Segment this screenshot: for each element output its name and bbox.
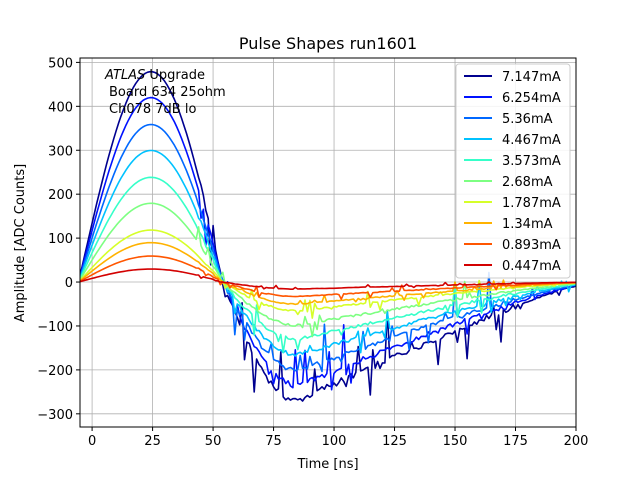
x-axis-ticks: 0 25 50 75 100 125 150 175 200: [88, 427, 588, 449]
y-tick-label: 400: [48, 100, 73, 115]
series-line: [80, 268, 576, 290]
x-tick-label: 175: [503, 434, 528, 449]
x-tick-label: 200: [564, 434, 589, 449]
legend-label: 3.573mA: [502, 154, 561, 169]
legend-entry: 3.573mA: [464, 154, 561, 169]
legend-label: 1.787mA: [502, 196, 561, 211]
legend-entry: 0.893mA: [464, 238, 561, 253]
annotation-line-3: Ch078 7dB lo: [109, 102, 196, 117]
legend-label: 7.147mA: [502, 70, 561, 85]
x-tick-label: 50: [205, 434, 222, 449]
x-tick-label: 75: [265, 434, 282, 449]
legend-entry: 0.447mA: [464, 259, 561, 274]
legend-label: 2.68mA: [502, 175, 553, 190]
y-tick-label: 0: [65, 276, 73, 291]
legend-label: 1.34mA: [502, 217, 553, 232]
y-tick-label: 500: [48, 56, 73, 71]
series-line: [80, 123, 576, 373]
y-axis-label: Amplitude [ADC Counts]: [13, 164, 28, 322]
legend-entry: 1.787mA: [464, 196, 561, 211]
legend-label: 0.447mA: [502, 259, 561, 274]
x-tick-label: 0: [88, 434, 96, 449]
x-tick-label: 100: [322, 434, 347, 449]
legend-entry: 4.467mA: [464, 133, 561, 148]
series-line: [80, 255, 576, 300]
legend-label: 6.254mA: [502, 91, 561, 106]
legend: 7.147mA 6.254mA 5.36mA 4.467mA 3.573mA 2.68mA…: [455, 63, 571, 279]
y-tick-label: 200: [48, 188, 73, 203]
y-tick-label: 300: [48, 144, 73, 159]
annotation-upgrade: Upgrade: [145, 68, 205, 83]
series-line: [80, 96, 576, 391]
y-axis-ticks: −300 −200 −100 0 100 200 300 400 500: [37, 56, 80, 423]
annotation-line-1: ATLAS Upgrade: [104, 68, 205, 83]
legend-entry: 6.254mA: [464, 91, 561, 106]
annotation-line-2: Board 634 25ohm: [109, 85, 226, 100]
x-tick-label: 150: [443, 434, 468, 449]
y-tick-label: 100: [48, 232, 73, 247]
series-line: [80, 176, 576, 353]
annotation-atlas: ATLAS: [104, 68, 145, 83]
axes-frame: [79, 57, 577, 428]
x-tick-label: 125: [382, 434, 407, 449]
legend-entry: 1.34mA: [464, 217, 553, 232]
series-line: [80, 229, 576, 319]
legend-entry: 2.68mA: [464, 175, 553, 190]
x-tick-label: 25: [144, 434, 161, 449]
series-line: [80, 202, 576, 338]
series-line: [80, 149, 576, 357]
legend-label: 0.893mA: [502, 238, 561, 253]
plot-area: [80, 70, 576, 402]
y-tick-label: −100: [37, 320, 73, 335]
chart-title: Pulse Shapes run1601: [239, 34, 417, 53]
atlas-annotation: ATLAS Upgrade Board 634 25ohm Ch078 7dB …: [104, 68, 226, 117]
legend-entry: 7.147mA: [464, 70, 561, 85]
series-line: [80, 241, 576, 306]
legend-label: 5.36mA: [502, 112, 553, 127]
y-tick-label: −300: [37, 408, 73, 423]
y-tick-label: −200: [37, 364, 73, 379]
x-axis-label: Time [ns]: [296, 457, 358, 472]
legend-label: 4.467mA: [502, 133, 561, 148]
series-lines: [80, 70, 576, 402]
legend-entry: 5.36mA: [464, 112, 553, 127]
